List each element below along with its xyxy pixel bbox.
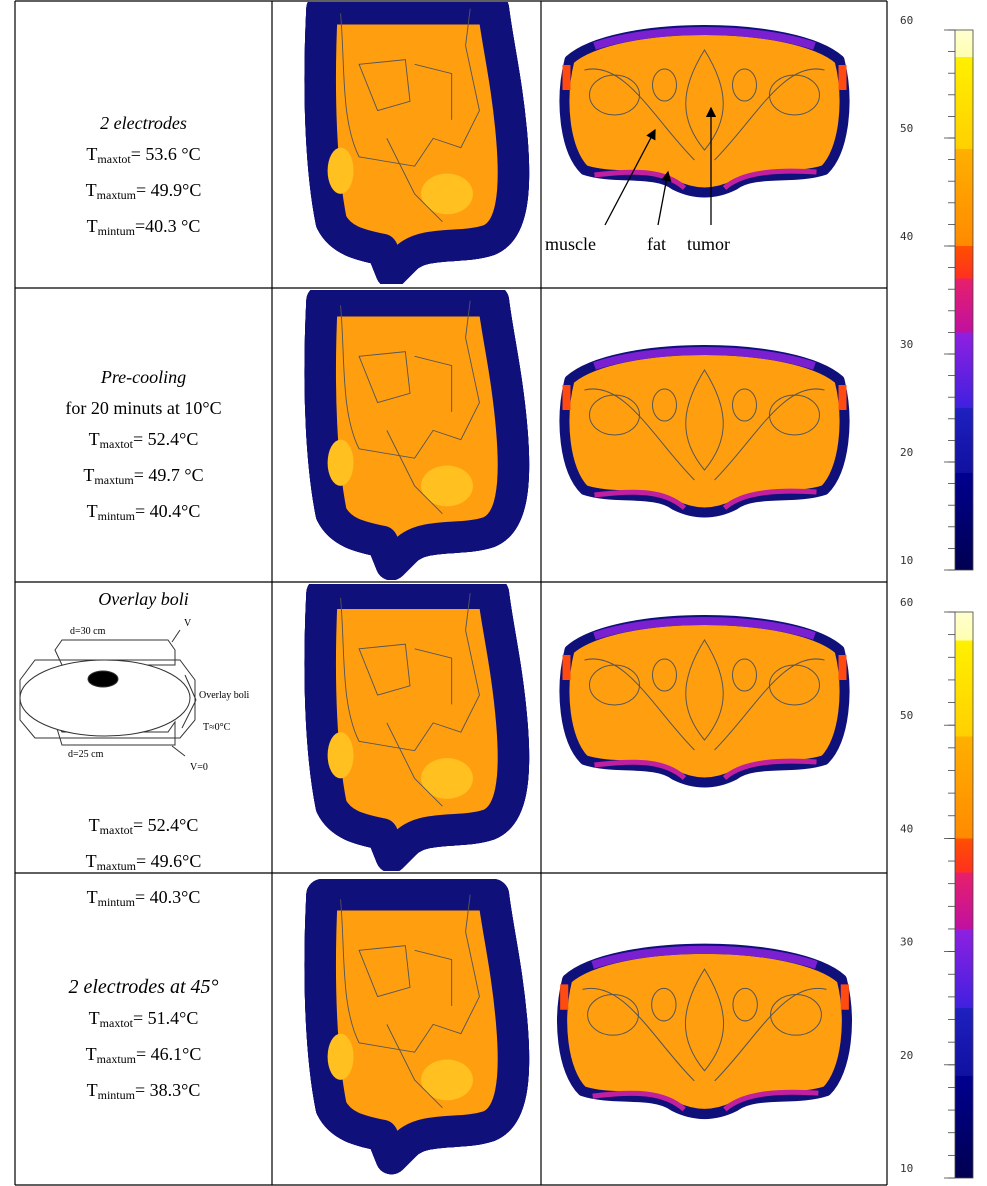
temperature-line: Tmaxtot= 51.4°C	[15, 1003, 272, 1039]
row-title: 2 electrodes at 45°	[15, 972, 272, 1003]
value-text: = 38.3°C	[134, 1080, 201, 1100]
subscript: maxtum	[96, 859, 136, 873]
symbol: T	[88, 1008, 100, 1028]
electrode-diagram	[19, 629, 197, 757]
tick-label: 20	[900, 1049, 913, 1062]
subscript: maxtum	[96, 1052, 136, 1066]
table-grid	[14, 0, 888, 1186]
temperature-line: Tmaxtum= 49.6°C	[15, 846, 272, 882]
row-title: 2 electrodes	[15, 108, 272, 139]
diagram-label: V	[184, 618, 192, 629]
sagittal-map	[320, 301, 513, 565]
value-text: = 40.3°C	[134, 887, 201, 907]
row-text: Pre-cooling for 20 minuts at 10°C Tmaxtot=…	[15, 362, 272, 532]
temperature-line: Tmaxtot= 53.6 °C	[15, 139, 272, 175]
tick-label: 50	[900, 709, 913, 722]
sagittal-map	[320, 895, 513, 1159]
temperature-line: Tmintum= 40.4°C	[15, 496, 272, 532]
value-text: = 49.9°C	[135, 180, 202, 200]
tick-label: 60	[900, 596, 913, 609]
tick-label: 30	[900, 338, 913, 351]
diagram-space	[15, 615, 272, 810]
diagram-label: T≈0°C	[203, 722, 231, 733]
diagram-label: Overlay boli	[199, 690, 249, 701]
temperature-line: Tmintum=40.3 °C	[15, 211, 272, 247]
value-text: = 53.6 °C	[130, 144, 201, 164]
temperature-line: Tmaxtum= 46.1°C	[15, 1039, 272, 1075]
sagittal-map	[320, 593, 513, 857]
subscript: maxtot	[99, 437, 133, 451]
value-text: = 49.7 °C	[133, 465, 204, 485]
symbol: T	[88, 815, 100, 835]
transverse-map	[565, 620, 845, 783]
temperature-line: Tmaxtot= 52.4°C	[15, 424, 272, 460]
value-text: = 51.4°C	[132, 1008, 199, 1028]
row-text: Overlay boli Tmaxtot= 52.4°C Tmaxtum= 49.6…	[15, 584, 272, 918]
title-text: 2 electrodes	[100, 113, 187, 133]
annotation: muscle	[545, 234, 596, 254]
title-text: Overlay boli	[98, 589, 189, 609]
symbol: T	[86, 144, 98, 164]
temperature-line: Tmaxtum= 49.7 °C	[15, 460, 272, 496]
row-text: 2 electrodes Tmaxtot= 53.6 °C Tmaxtum= 49.…	[15, 108, 272, 247]
tick-label: 10	[900, 1162, 913, 1175]
annotation-arrows	[604, 106, 717, 226]
value-text: = 40.4°C	[134, 501, 201, 521]
symbol: T	[86, 1080, 98, 1100]
tick-label: 10	[900, 554, 913, 567]
tick-label: 40	[900, 230, 913, 243]
tick-label: 60	[900, 14, 913, 27]
symbol: T	[83, 465, 95, 485]
diagram-label: d=30 cm	[70, 626, 106, 637]
value-text: = 52.4°C	[132, 815, 199, 835]
transverse-map	[565, 30, 845, 193]
colorbar	[954, 611, 974, 1179]
value-text: = 49.6°C	[135, 851, 202, 871]
symbol: T	[88, 429, 100, 449]
symbol: T	[86, 887, 98, 907]
row-title: Overlay boli	[15, 584, 272, 615]
colorbar	[954, 29, 974, 571]
tick-label: 20	[900, 446, 913, 459]
temperature-line: Tmintum= 40.3°C	[15, 882, 272, 918]
temperature-line: Tmaxtum= 49.9°C	[15, 175, 272, 211]
symbol: T	[85, 851, 97, 871]
title-text: 2 electrodes at 45°	[68, 976, 219, 998]
subscript: mintum	[97, 895, 135, 909]
subscript: mintum	[97, 224, 135, 238]
subscript: maxtum	[94, 473, 134, 487]
value-text: = 52.4°C	[132, 429, 199, 449]
transverse-map	[565, 350, 845, 513]
temperature-line: Tmintum= 38.3°C	[15, 1075, 272, 1111]
symbol: T	[86, 501, 98, 521]
tick-label: 30	[900, 936, 913, 949]
symbol: T	[85, 1044, 97, 1064]
annotation: fat	[647, 234, 666, 254]
annotation: tumor	[687, 234, 730, 254]
value-text: = 46.1°C	[135, 1044, 202, 1064]
subscript: maxtot	[99, 823, 133, 837]
sagittal-map	[320, 9, 513, 273]
row-title: Pre-cooling	[15, 362, 272, 393]
row-text: 2 electrodes at 45° Tmaxtot= 51.4°C Tmaxtu…	[15, 972, 272, 1111]
diagram-label: V=0	[190, 762, 208, 773]
symbol: T	[85, 180, 97, 200]
tick-label: 40	[900, 822, 913, 835]
subscript: maxtum	[96, 188, 136, 202]
colorbars: 60 50 40 30 20 10 60 50 40 30 20 10	[900, 14, 974, 1179]
row-subtitle: for 20 minuts at 10°C	[65, 398, 222, 418]
title-text: Pre-cooling	[100, 367, 187, 387]
subscript: maxtot	[97, 152, 131, 166]
tick-label: 50	[900, 122, 913, 135]
subscript: maxtot	[99, 1016, 133, 1030]
subscript: mintum	[97, 1088, 135, 1102]
symbol: T	[86, 216, 98, 236]
value-text: =40.3 °C	[134, 216, 201, 236]
transverse-map	[562, 949, 847, 1114]
subscript: mintum	[97, 509, 135, 523]
diagram-label: d=25 cm	[68, 749, 104, 760]
temperature-line: Tmaxtot= 52.4°C	[15, 810, 272, 846]
